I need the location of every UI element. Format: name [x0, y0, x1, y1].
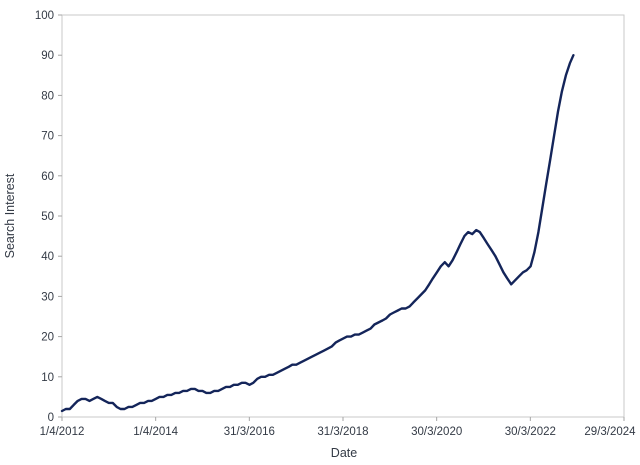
y-tick-label: 10	[41, 372, 54, 384]
x-axis-title: Date	[331, 446, 357, 460]
y-tick-label: 30	[41, 291, 54, 303]
search-interest-trend-line	[60, 54, 575, 413]
y-tick-label: 60	[41, 171, 54, 183]
y-tick-label: 0	[48, 412, 54, 424]
y-tick-label: 100	[35, 10, 54, 22]
x-tick-label: 1/4/2012	[40, 426, 85, 438]
x-tick-label: 1/4/2014	[133, 426, 178, 438]
x-tick-label: 29/3/2024	[584, 426, 636, 438]
y-tick-label: 40	[41, 251, 54, 263]
y-tick-label: 90	[41, 50, 54, 62]
y-tick-label: 80	[41, 90, 54, 102]
y-tick-label: 20	[41, 332, 54, 344]
plot-border	[61, 14, 625, 418]
x-tick-label: 31/3/2018	[317, 426, 368, 438]
y-axis-title: Search Interest	[3, 173, 17, 258]
x-tick-label: 31/3/2016	[224, 426, 275, 438]
y-tick-label: 50	[41, 211, 54, 223]
x-tick-label: 30/3/2020	[411, 426, 462, 438]
plot-layer: 0 10 20 30 40 50 60 70 80 90 100 1/4/2012 1/4/2014 31…	[35, 10, 636, 438]
x-tick-label: 30/3/2022	[505, 426, 556, 438]
y-tick-label: 70	[41, 131, 54, 143]
